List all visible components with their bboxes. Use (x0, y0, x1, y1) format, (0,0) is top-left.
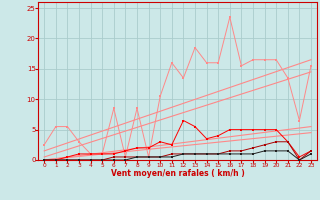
X-axis label: Vent moyen/en rafales ( km/h ): Vent moyen/en rafales ( km/h ) (111, 169, 244, 178)
